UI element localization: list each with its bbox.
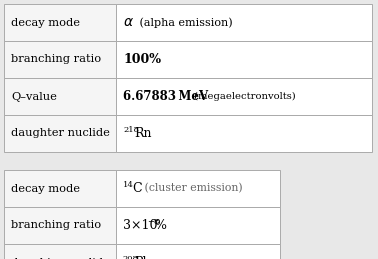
Bar bbox=[4, 4, 116, 41]
Bar bbox=[4, 115, 116, 152]
Bar bbox=[116, 41, 372, 78]
Text: Rn: Rn bbox=[134, 127, 152, 140]
Text: daughter nuclide: daughter nuclide bbox=[11, 128, 110, 139]
Text: decay mode: decay mode bbox=[11, 183, 80, 193]
Text: C: C bbox=[132, 182, 141, 195]
Text: 14: 14 bbox=[123, 181, 134, 189]
Bar bbox=[4, 207, 116, 244]
Bar bbox=[4, 244, 116, 259]
Bar bbox=[4, 78, 116, 115]
Text: branching ratio: branching ratio bbox=[11, 220, 101, 231]
Text: decay mode: decay mode bbox=[11, 18, 80, 27]
Text: daughter nuclide: daughter nuclide bbox=[11, 257, 110, 259]
Text: (alpha emission): (alpha emission) bbox=[136, 17, 233, 28]
Text: (megaelectronvolts): (megaelectronvolts) bbox=[191, 92, 296, 101]
Text: 208: 208 bbox=[123, 255, 139, 259]
Bar bbox=[4, 41, 116, 78]
Text: 218: 218 bbox=[123, 126, 139, 134]
Text: %: % bbox=[154, 219, 166, 232]
Text: branching ratio: branching ratio bbox=[11, 54, 101, 64]
Bar bbox=[116, 170, 280, 207]
Text: 6.67883 MeV: 6.67883 MeV bbox=[123, 90, 208, 103]
Bar bbox=[116, 207, 280, 244]
Bar bbox=[116, 78, 372, 115]
Text: 100%: 100% bbox=[123, 53, 161, 66]
Text: (cluster emission): (cluster emission) bbox=[141, 183, 242, 194]
Text: 3×10: 3×10 bbox=[123, 219, 157, 232]
Bar bbox=[116, 115, 372, 152]
Bar bbox=[4, 170, 116, 207]
Text: Q–value: Q–value bbox=[11, 91, 57, 102]
Text: −8: −8 bbox=[147, 218, 159, 226]
Text: Pb: Pb bbox=[135, 256, 152, 259]
Bar bbox=[116, 244, 280, 259]
Text: $\mathit{\alpha}$: $\mathit{\alpha}$ bbox=[123, 16, 134, 30]
Bar bbox=[116, 4, 372, 41]
